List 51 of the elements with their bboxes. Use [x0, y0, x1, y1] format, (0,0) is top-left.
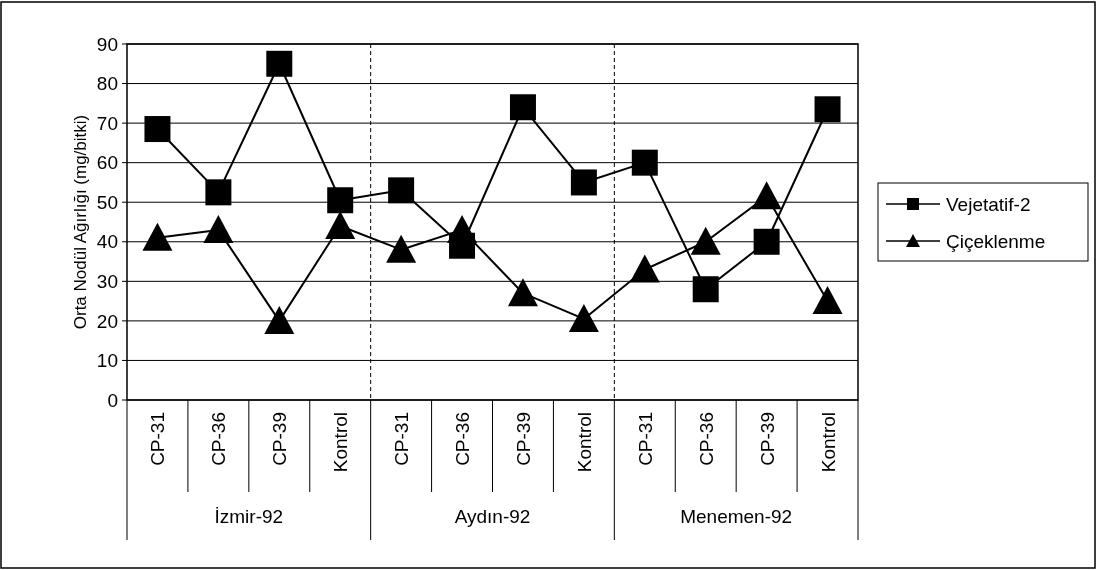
y-tick-label: 40 [96, 231, 118, 253]
x-tick-label: Kontrol [817, 412, 839, 473]
point [205, 179, 232, 206]
point [388, 177, 415, 204]
point [812, 286, 843, 315]
y-tick-label: 80 [96, 73, 118, 95]
point [570, 169, 597, 196]
legend-label: Çiçeklenme [946, 230, 1046, 252]
x-tick-label: CP-36 [452, 412, 474, 466]
y-tick-label: 50 [96, 191, 118, 213]
x-tick-label: CP-39 [756, 412, 778, 466]
point [507, 278, 538, 307]
y-tick-label: 30 [96, 270, 118, 292]
point [264, 305, 295, 334]
point [692, 276, 719, 303]
point [203, 214, 234, 243]
point [447, 214, 478, 243]
point [753, 228, 780, 255]
x-tick-label: CP-36 [208, 412, 230, 466]
point [144, 116, 171, 143]
point [386, 234, 417, 263]
legend-label: Vejetatif-2 [946, 193, 1031, 215]
y-tick-label: 60 [96, 152, 118, 174]
point [327, 187, 354, 214]
x-tick-label: CP-31 [147, 412, 169, 466]
x-tick-label: CP-31 [391, 412, 413, 466]
y-tick-label: 10 [96, 350, 118, 372]
text: Aydın-92 [454, 506, 531, 527]
y-tick-label: 20 [96, 310, 118, 332]
text: İzmir-92 [214, 506, 284, 527]
point [690, 226, 721, 255]
point [751, 181, 782, 210]
x-tick-label: CP-36 [695, 412, 717, 466]
point [266, 50, 293, 77]
point [509, 94, 536, 121]
point [568, 303, 599, 332]
y-tick-label: 0 [107, 389, 118, 411]
x-tick-label: CP-39 [269, 412, 291, 466]
point [629, 254, 660, 283]
point [142, 222, 173, 251]
text: Menemen-92 [680, 506, 793, 527]
y-tick-label: 90 [96, 33, 118, 55]
x-tick-label: CP-39 [512, 412, 534, 466]
x-tick-label: CP-31 [634, 412, 656, 466]
point [325, 210, 356, 239]
y-tick-label: 70 [96, 112, 118, 134]
x-tick-label: Kontrol [330, 412, 352, 473]
point [814, 96, 841, 123]
point [631, 149, 658, 176]
y-axis-title: Orta Nodül Ağırlığı (mg/bitki) [71, 114, 90, 330]
x-tick-label: Kontrol [573, 412, 595, 473]
